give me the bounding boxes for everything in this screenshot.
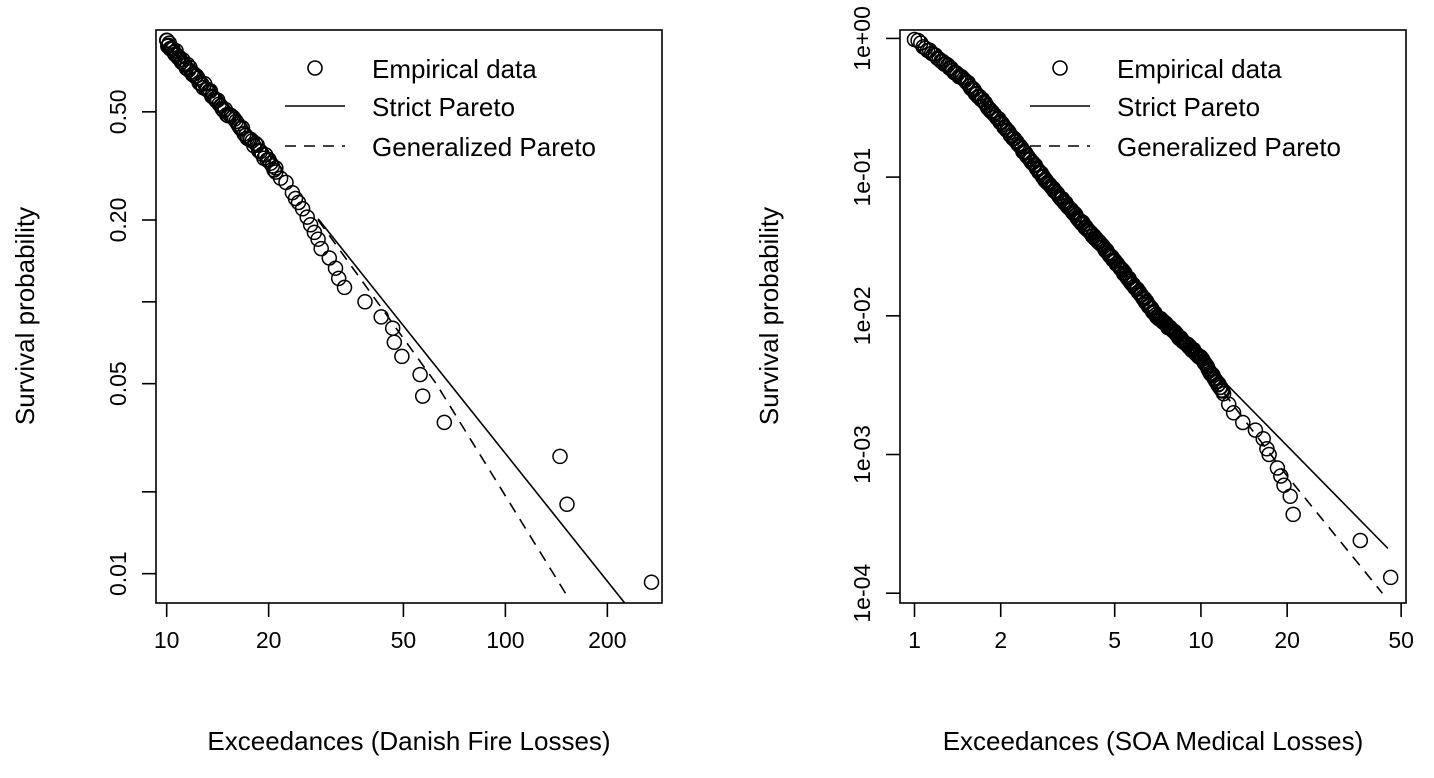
legend-label-empirical: Empirical data [1117,54,1282,84]
x-tick-label: 10 [154,627,180,653]
legend-label-generalized: Generalized Pareto [1117,132,1341,162]
x-tick-label: 10 [1188,627,1214,653]
generalized-pareto-line [1222,392,1384,594]
data-point [188,68,205,84]
data-point [552,448,568,465]
axis-ticks: 1 2 5 10 20 50 1e-04 1e-03 1e-02 1e-01 1e+00 [849,6,1414,653]
data-point [336,279,353,296]
data-point [1285,506,1301,523]
data-point [1213,382,1230,398]
data-point [268,160,284,176]
data-point [321,250,338,266]
x-tick-label: 50 [1388,627,1414,653]
data-point [921,42,938,59]
y-tick-label: 1e+00 [849,6,875,71]
x-axis-title: Exceedances (Danish Fire Losses) [207,726,610,756]
y-tick-label: 1e-02 [849,286,875,345]
legend: Empirical data Strict Pareto Generalized… [1030,54,1341,162]
data-point [327,260,344,276]
strict-pareto-line [317,218,626,603]
data-point [330,270,347,287]
x-axis-title: Exceedances (SOA Medical Losses) [943,726,1364,756]
x-tick-label: 5 [1108,627,1121,653]
y-tick-label: 0.05 [105,361,131,406]
data-point [373,309,389,325]
data-point [1382,569,1399,586]
data-point [1220,396,1237,413]
plot-area [906,31,1399,594]
data-point [1235,414,1251,431]
y-tick-label: 1e-03 [849,425,875,484]
data-point [1282,488,1298,505]
legend-label-empirical: Empirical data [372,54,537,84]
y-tick-label: 1e-01 [849,148,875,207]
data-point [357,294,373,310]
generalized-pareto-line [317,219,568,597]
legend-label-generalized: Generalized Pareto [372,132,596,162]
data-point [436,414,453,431]
data-point [234,120,251,136]
data-point [559,496,575,513]
data-point [1215,385,1232,402]
soa-medical-panel: 1 2 5 10 20 50 1e-04 1e-03 1e-02 1e-01 1e+00 Excee… [754,6,1414,756]
legend-label-strict: Strict Pareto [1117,92,1260,122]
x-tick-label: 100 [486,627,524,653]
data-point [1352,532,1369,549]
data-point [294,201,311,217]
y-tick-label: 0.50 [105,89,131,134]
data-point [643,574,660,590]
y-tick-label: 0.01 [105,551,131,596]
x-tick-label: 20 [1274,627,1300,653]
x-tick-label: 1 [908,627,921,653]
legend: Empirical data Strict Pareto Generalized… [285,54,596,162]
data-point [1247,422,1264,438]
legend-label-strict: Strict Pareto [372,92,515,122]
legend-circle-marker [1052,60,1068,76]
data-point [414,388,431,404]
data-point [384,320,401,336]
data-point [272,170,289,186]
data-point [299,209,315,225]
data-point [1269,460,1286,476]
legend-circle-marker [307,60,323,76]
data-point [310,231,326,247]
data-point [386,334,403,351]
danish-fire-panel: 10 20 50 100 200 0.01 0.05 0.20 0.50 Exceedances… [10,29,663,756]
x-tick-label: 20 [256,627,282,653]
data-point [287,190,304,207]
data-point [1225,405,1242,421]
y-axis-title: Survival probability [10,207,40,425]
data-point [313,240,329,257]
data-point [302,217,319,233]
y-tick-label: 1e-04 [849,564,875,623]
plot-area [158,32,660,603]
data-point [394,348,410,365]
plot-frame [155,29,663,604]
x-tick-label: 200 [588,627,626,653]
y-axis-title: Survival probability [754,207,784,425]
data-point [1273,468,1289,484]
x-tick-label: 2 [994,627,1007,653]
data-point [1261,446,1277,463]
x-tick-label: 50 [391,627,417,653]
data-point [1255,430,1271,447]
data-point [412,366,428,383]
y-tick-label: 0.20 [105,198,131,243]
axis-ticks: 10 20 50 100 200 0.01 0.05 0.20 0.50 [105,89,627,653]
data-point [1276,477,1292,494]
